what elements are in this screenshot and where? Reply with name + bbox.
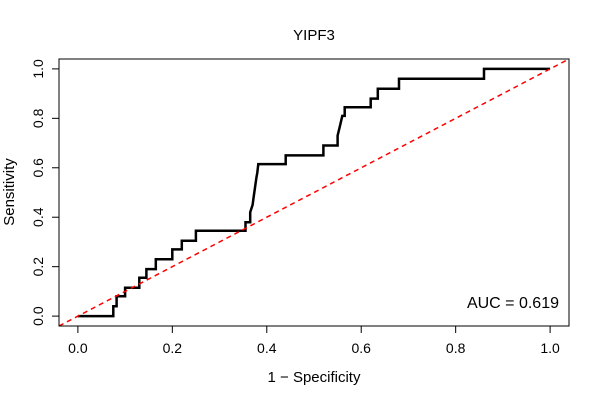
chart-title: YIPF3: [293, 27, 335, 44]
x-tick-label: 0.6: [351, 340, 371, 356]
chance-diagonal-line: [58, 58, 570, 327]
y-tick-label: 0.6: [30, 158, 46, 178]
y-axis: 0.0 0.2 0.4 0.6 0.8 1.0: [30, 59, 60, 326]
x-tick-label: 0.8: [446, 340, 466, 356]
y-tick-label: 1.0: [30, 59, 46, 79]
y-axis-label: Sensitivity: [1, 158, 18, 226]
x-tick-label: 0.4: [257, 340, 277, 356]
plot-area: [58, 58, 570, 327]
y-tick-label: 0.0: [30, 306, 46, 326]
y-tick-label: 0.4: [30, 207, 46, 227]
roc-curve-line: [77, 67, 551, 318]
x-tick-label: 0.0: [68, 340, 88, 356]
x-tick-label: 0.2: [163, 340, 183, 356]
y-tick-label: 0.2: [30, 257, 46, 277]
x-tick-label: 1.0: [540, 340, 560, 356]
auc-annotation: AUC = 0.619: [467, 295, 559, 312]
x-axis-label: 1 − Specificity: [268, 369, 361, 386]
x-axis: 0.0 0.2 0.4 0.6 0.8 1.0: [68, 325, 560, 356]
y-tick-label: 0.8: [30, 108, 46, 128]
